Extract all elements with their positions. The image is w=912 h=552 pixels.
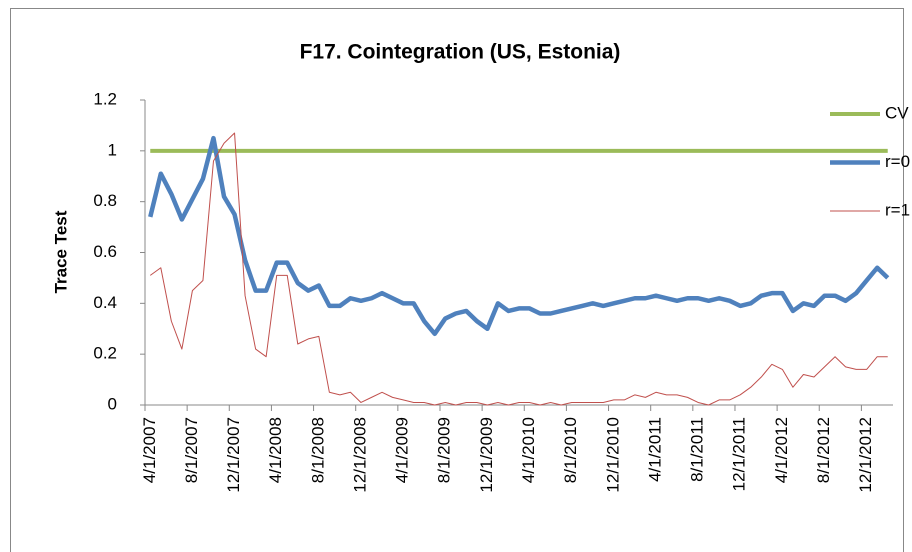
line-series (149, 132, 888, 406)
x-tick-label: 8/1/2010 (561, 417, 580, 483)
x-tick-label: 12/1/2010 (603, 417, 622, 493)
x-tick-label: 8/1/2012 (814, 417, 833, 483)
x-tick-label: 4/1/2010 (519, 417, 538, 483)
y-tick-label: 1.2 (93, 89, 117, 108)
y-tick-label: 0.6 (93, 242, 117, 261)
x-tick-label: 4/1/2008 (266, 417, 285, 483)
legend-label: r=1 (885, 200, 910, 219)
y-axis-label: Trace Test (51, 210, 70, 293)
x-tick-label: 4/1/2011 (645, 417, 664, 482)
y-tick-label: 1 (108, 140, 117, 159)
x-tick-label: 12/1/2009 (477, 417, 496, 493)
chart-frame (10, 8, 904, 552)
legend-label: CV (885, 103, 909, 122)
x-tick-label: 12/1/2012 (856, 417, 875, 493)
chart-title: F17. Cointegration (US, Estonia) (300, 41, 621, 64)
y-tick-label: 0.4 (93, 293, 117, 312)
y-tick-label: 0.2 (93, 344, 117, 363)
x-tick-label: 12/1/2008 (350, 417, 369, 493)
x-tick-label: 12/1/2011 (730, 417, 749, 491)
y-tick-label: 0 (108, 394, 117, 413)
x-tick-label: 4/1/2007 (140, 417, 159, 483)
x-tick-label: 12/1/2007 (224, 417, 243, 493)
x-tick-label: 8/1/2011 (688, 417, 707, 482)
x-tick-label: 4/1/2009 (393, 417, 412, 483)
y-tick-label: 0.8 (93, 191, 117, 210)
x-tick-label: 8/1/2008 (308, 417, 327, 483)
line-series (148, 135, 890, 337)
legend-label: r=0 (885, 152, 910, 171)
x-tick-label: 8/1/2009 (435, 417, 454, 483)
x-tick-label: 8/1/2007 (182, 417, 201, 483)
x-tick-label: 4/1/2012 (772, 417, 791, 483)
